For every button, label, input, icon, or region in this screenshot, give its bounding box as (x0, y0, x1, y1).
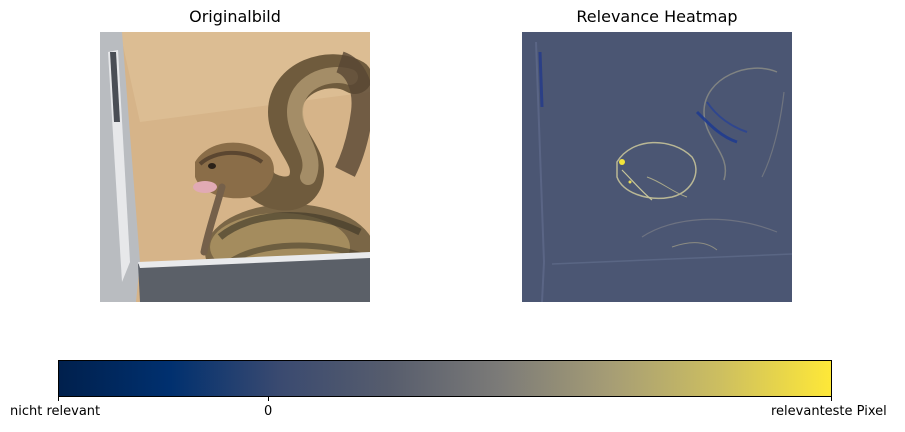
colorbar-tick-zero (268, 397, 269, 401)
colorbar-tick-left (58, 397, 59, 401)
colorbar (58, 360, 832, 397)
colorbar-label-most-relevant: relevanteste Pixel (771, 404, 887, 419)
colorbar-label-zero: 0 (264, 404, 273, 419)
relevance-heatmap (522, 32, 792, 302)
colorbar-tick-right (831, 397, 832, 401)
heatmap-title: Relevance Heatmap (576, 7, 738, 26)
original-image (100, 32, 370, 302)
colorbar-label-not-relevant: nicht relevant (10, 404, 101, 419)
original-image-title: Originalbild (189, 7, 281, 26)
